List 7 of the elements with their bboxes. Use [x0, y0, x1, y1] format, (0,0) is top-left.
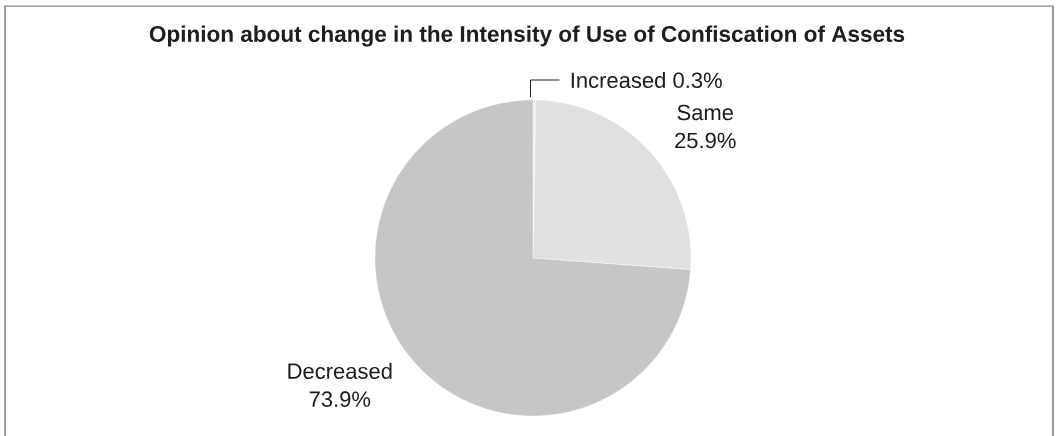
- slice-label: Increased: [571, 71, 665, 89]
- chart-title: Opinion about change in the Intensity of Use of Confiscation of Assets: [149, 25, 905, 47]
- data-label: 0.3%: [673, 72, 722, 89]
- data-label: 73.9%: [309, 391, 371, 407]
- slice-label: Decreased: [288, 362, 392, 379]
- data-label: 25.9%: [675, 132, 736, 149]
- slice-label: Same: [677, 104, 733, 121]
